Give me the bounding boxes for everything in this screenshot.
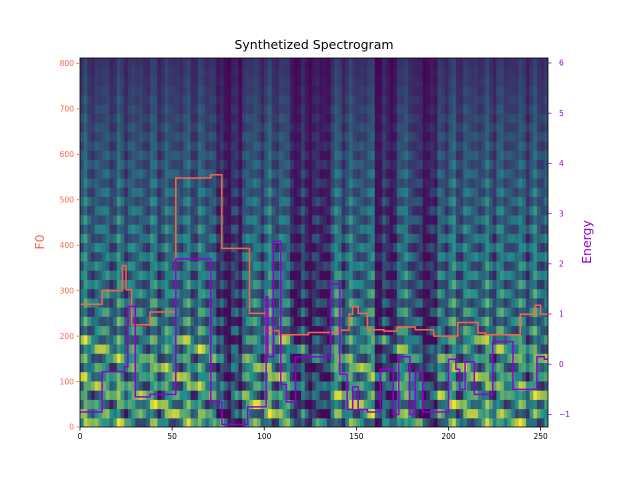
chart-title: Synthetized Spectrogram: [234, 37, 393, 52]
